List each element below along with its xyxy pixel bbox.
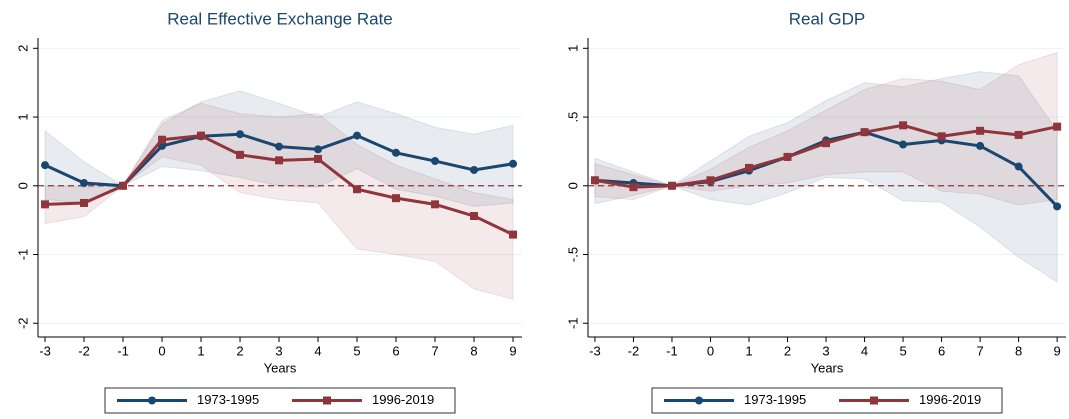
point (41, 161, 50, 170)
x-tick-label: -1 (666, 343, 678, 358)
point (509, 159, 518, 168)
x-tick-label: 6 (392, 343, 399, 358)
point (392, 148, 401, 157)
y-tick-label: 0 (15, 182, 30, 189)
point (976, 141, 985, 150)
x-tick-label: -2 (628, 343, 640, 358)
point (314, 145, 323, 154)
legend-marker (870, 396, 878, 405)
legend-marker (323, 396, 331, 405)
point (431, 157, 440, 166)
x-tick-label: 4 (314, 343, 321, 358)
point (590, 176, 599, 185)
x-tick-label: 7 (976, 343, 983, 358)
y-tick-label: 1 (565, 45, 580, 52)
legend-marker (695, 396, 703, 405)
point (706, 176, 715, 185)
point (236, 130, 245, 139)
point (41, 200, 50, 209)
x-tick-label: 0 (158, 343, 165, 358)
point (431, 200, 440, 209)
y-tick-label: -2 (15, 317, 30, 329)
y-tick-label: 0 (565, 182, 580, 189)
point (860, 128, 869, 137)
x-tick-label: 3 (822, 343, 829, 358)
legend-label: 1996-2019 (372, 392, 434, 407)
x-tick-label: 2 (236, 343, 243, 358)
point (80, 179, 89, 188)
x-tick-label: 1 (197, 343, 204, 358)
point (275, 142, 284, 151)
point (976, 126, 985, 135)
legend-label: 1973-1995 (744, 392, 806, 407)
confidence-band (44, 102, 514, 300)
x-tick-label: 9 (509, 343, 516, 358)
legend-label: 1973-1995 (197, 392, 259, 407)
point (937, 132, 946, 141)
confidence-band (594, 51, 1058, 206)
x-tick-label: -3 (589, 343, 601, 358)
point (1053, 122, 1062, 131)
x-tick-label: 5 (899, 343, 906, 358)
point (1014, 162, 1023, 171)
point (667, 181, 676, 190)
chart: Real GDP -1 -.5 0 .5 1 -3 -2 -1 0 1 2 3 4 5 6 7 8 9 Years 19… (565, 9, 1066, 414)
point (1014, 130, 1023, 139)
point (783, 152, 792, 161)
x-tick-label: 3 (275, 343, 282, 358)
x-tick-label: -1 (117, 343, 129, 358)
legend-label: 1996-2019 (919, 392, 981, 407)
y-tick-label: -1 (565, 317, 580, 329)
x-tick-label: -2 (78, 343, 90, 358)
point (470, 165, 479, 174)
point (353, 185, 362, 194)
point (629, 183, 638, 192)
x-tick-label: 9 (1054, 343, 1061, 358)
x-tick-label: 7 (431, 343, 438, 358)
y-tick-label: .5 (565, 112, 580, 123)
y-tick-label: 1 (15, 113, 30, 120)
legend-marker (148, 396, 156, 405)
x-tick-label: 8 (1015, 343, 1022, 358)
point (1053, 202, 1062, 211)
x-axis-label: Years (264, 360, 297, 375)
point (197, 131, 206, 140)
point (745, 163, 754, 172)
x-axis-label: Years (811, 360, 844, 375)
chart: Real Effective Exchange Rate -2 -1 0 1 2 -3 -2 -… (15, 9, 522, 414)
x-tick-label: 4 (861, 343, 868, 358)
point (314, 154, 323, 163)
y-tick-label: 2 (15, 45, 30, 52)
y-tick-label: -.5 (565, 247, 580, 262)
point (119, 181, 128, 190)
x-tick-label: -3 (39, 343, 51, 358)
point (822, 139, 831, 148)
x-tick-label: 5 (353, 343, 360, 358)
point (899, 140, 908, 149)
chart-title: Real GDP (789, 9, 866, 28)
y-tick-label: -1 (15, 249, 30, 261)
point (158, 135, 167, 144)
point (353, 131, 362, 140)
point (236, 150, 245, 159)
point (80, 198, 89, 207)
x-tick-label: 8 (470, 343, 477, 358)
x-tick-label: 1 (745, 343, 752, 358)
point (470, 212, 479, 221)
x-tick-label: 2 (784, 343, 791, 358)
point (392, 194, 401, 203)
point (275, 156, 284, 165)
chart-title: Real Effective Exchange Rate (167, 9, 393, 28)
point (899, 121, 908, 130)
x-tick-label: 0 (707, 343, 714, 358)
x-tick-label: 6 (938, 343, 945, 358)
point (509, 230, 518, 239)
confidence-band (594, 71, 1058, 283)
